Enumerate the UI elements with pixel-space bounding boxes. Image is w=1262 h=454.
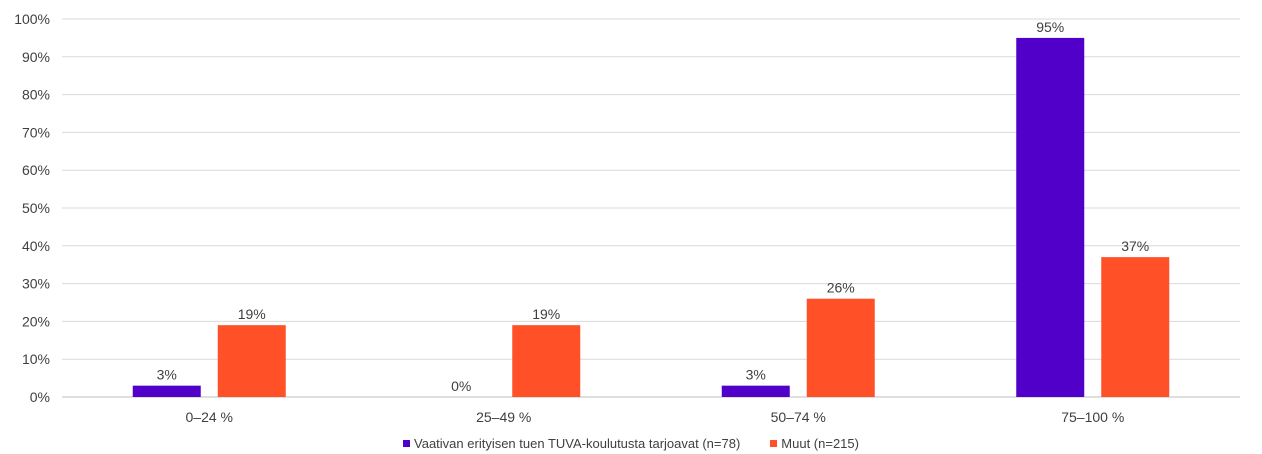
y-tick-label: 30% (22, 276, 50, 292)
y-tick-label: 80% (22, 87, 50, 103)
data-label: 3% (157, 367, 177, 383)
x-tick-label: 25–49 % (476, 409, 531, 425)
data-labels: 3% 19% 0% 19% 3% 26% 95% 37% (157, 19, 1150, 394)
data-label: 3% (746, 367, 766, 383)
y-tick-label: 70% (22, 124, 50, 140)
legend-swatch-series-2 (770, 440, 778, 447)
bar (1016, 37, 1085, 398)
data-label: 37% (1121, 238, 1149, 254)
y-tick-label: 40% (22, 238, 50, 254)
y-tick-label: 50% (22, 200, 50, 216)
x-tick-label: 0–24 % (186, 409, 233, 425)
bar (512, 325, 581, 397)
bar-chart: 0% 10% 20% 30% 40% 50% 60% 70% 80% 90% 100% 3% 19% 0… (14, 11, 1240, 425)
data-label: 19% (532, 306, 560, 322)
legend-swatch-series-1 (403, 440, 411, 447)
data-label: 95% (1036, 19, 1064, 35)
y-tick-label: 100% (14, 11, 50, 27)
bar (1101, 257, 1170, 397)
y-tick-label: 10% (22, 351, 50, 367)
y-tick-label: 0% (30, 389, 50, 405)
data-label: 26% (827, 280, 855, 296)
x-tick-label: 75–100 % (1061, 409, 1124, 425)
y-axis-ticks: 0% 10% 20% 30% 40% 50% 60% 70% 80% 90% 100% (14, 11, 50, 405)
legend-label-series-2: Muut (n=215) (781, 436, 859, 451)
y-tick-label: 20% (22, 313, 50, 329)
legend-item-series-1: Vaativan erityisen tuen TUVA-koulutusta … (403, 436, 740, 451)
legend: Vaativan erityisen tuen TUVA-koulutusta … (0, 436, 1262, 451)
bar (721, 385, 790, 397)
y-tick-label: 90% (22, 49, 50, 65)
legend-item-series-2: Muut (n=215) (770, 436, 859, 451)
data-label: 0% (451, 378, 471, 394)
x-tick-label: 50–74 % (771, 409, 826, 425)
y-tick-label: 60% (22, 162, 50, 178)
bar (217, 325, 286, 397)
x-axis-ticks: 0–24 % 25–49 % 50–74 % 75–100 % (186, 409, 1125, 425)
bar (132, 385, 201, 397)
legend-label-series-1: Vaativan erityisen tuen TUVA-koulutusta … (414, 436, 741, 451)
bars (132, 37, 1170, 398)
bar (806, 298, 875, 397)
data-label: 19% (238, 306, 266, 322)
